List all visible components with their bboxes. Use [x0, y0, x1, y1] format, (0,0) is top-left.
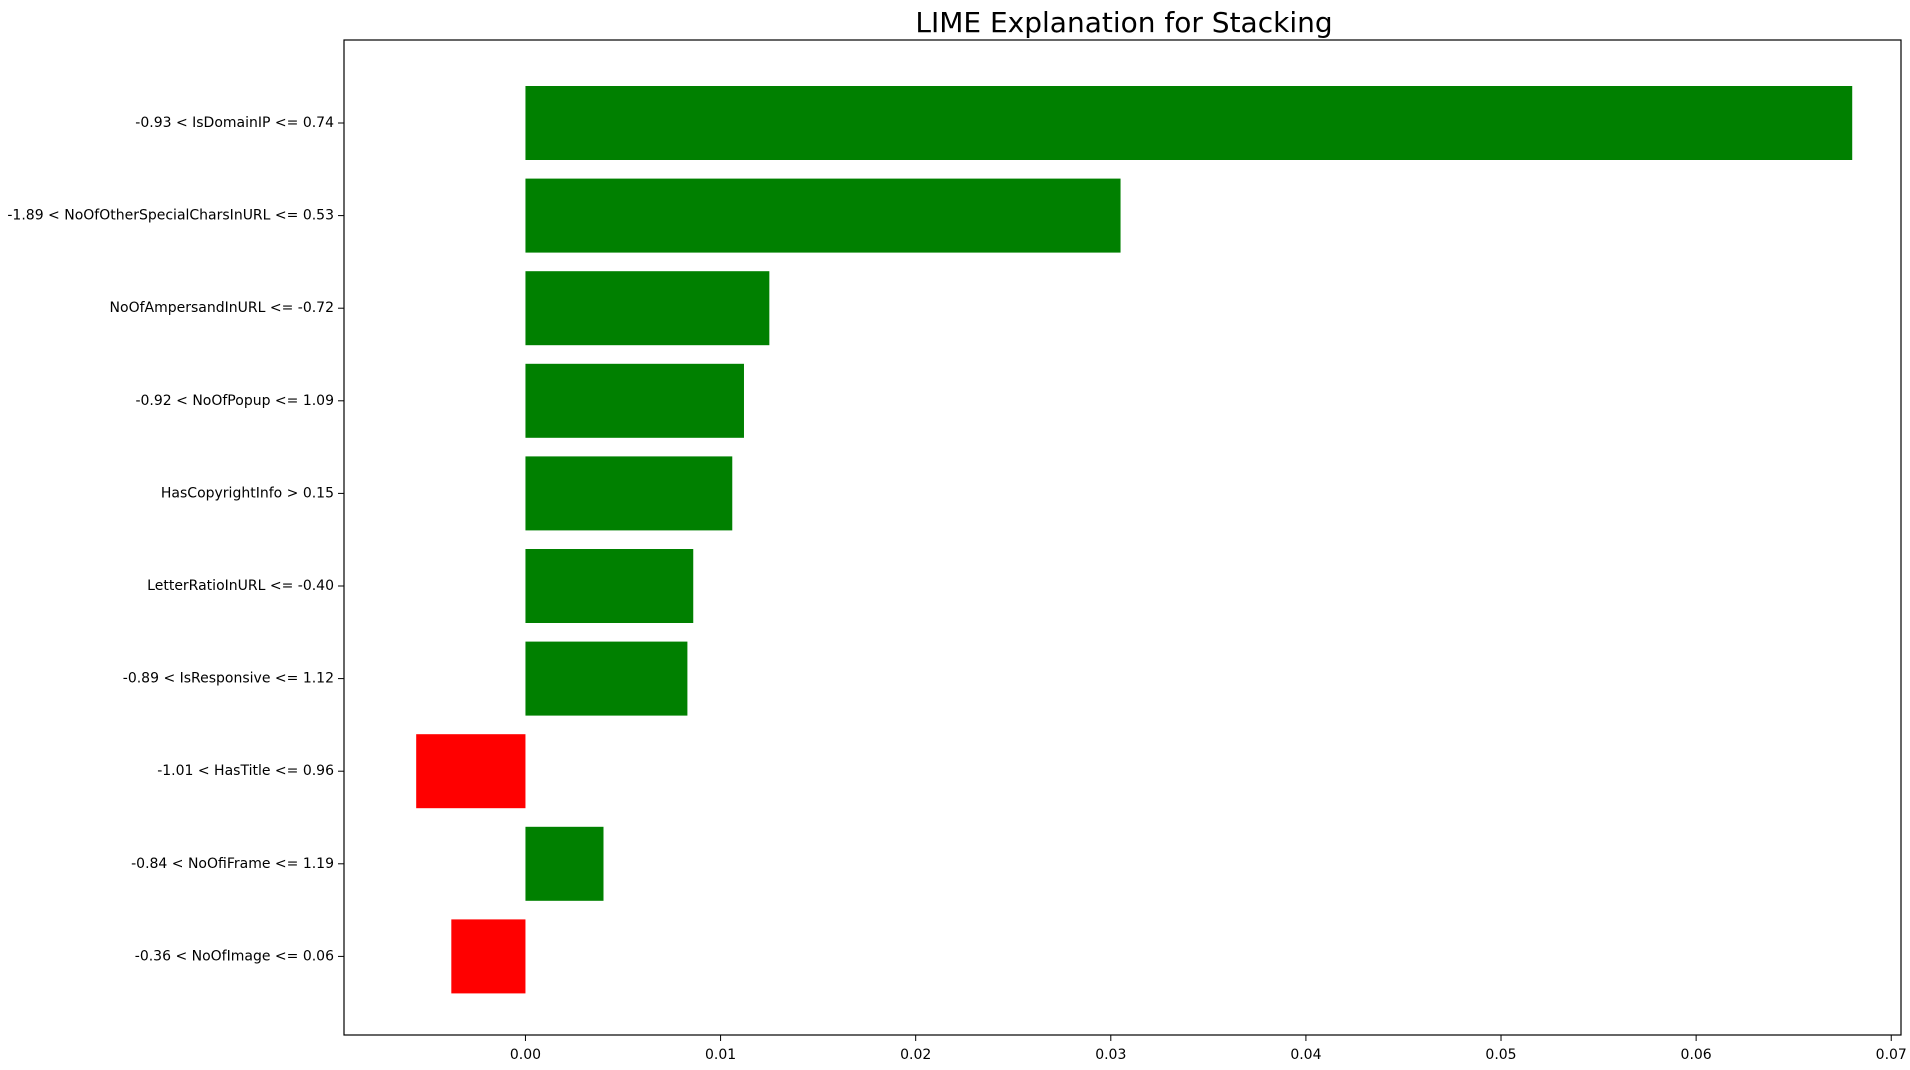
x-tick-label-3: 0.03 — [1095, 1047, 1126, 1063]
x-tick-label-2: 0.02 — [900, 1047, 931, 1063]
y-tick-label-9: -0.36 < NoOfImage <= 0.06 — [135, 948, 334, 964]
y-tick-label-6: -0.89 < IsResponsive <= 1.12 — [123, 671, 334, 687]
x-tick-label-5: 0.05 — [1485, 1047, 1516, 1063]
bar-5 — [525, 549, 694, 623]
y-tick-label-3: -0.92 < NoOfPopup <= 1.09 — [135, 393, 334, 409]
y-tick-label-7: -1.01 < HasTitle <= 0.96 — [157, 763, 334, 779]
x-tick-label-6: 0.06 — [1681, 1047, 1712, 1063]
x-tick-label-4: 0.04 — [1290, 1047, 1321, 1063]
bar-1 — [525, 178, 1121, 253]
plot-frame — [343, 39, 1902, 1036]
y-tick-label-0: -0.93 < IsDomainIP <= 0.74 — [135, 115, 334, 131]
x-tick-label-0: 0.00 — [510, 1047, 541, 1063]
bar-7 — [416, 734, 526, 809]
bar-9 — [451, 919, 526, 994]
y-tick-label-8: -0.84 < NoOfiFrame <= 1.19 — [131, 856, 334, 872]
x-tick-label-7: 0.07 — [1876, 1047, 1907, 1063]
bar-0 — [525, 86, 1853, 160]
bar-8 — [525, 826, 604, 901]
y-tick-label-4: HasCopyrightInfo > 0.15 — [161, 485, 334, 501]
y-tick-label-1: -1.89 < NoOfOtherSpecialCharsInURL <= 0.… — [7, 208, 334, 224]
bar-2 — [525, 271, 770, 346]
x-axis: 0.00 0.01 0.02 0.03 0.04 0.05 0.06 0.07 — [510, 1035, 1907, 1063]
y-tick-label-5: LetterRatioInURL <= -0.40 — [147, 578, 334, 594]
bar-6 — [525, 641, 688, 716]
y-tick-label-2: NoOfAmpersandInURL <= -0.72 — [110, 300, 334, 316]
bar-4 — [525, 456, 733, 531]
chart-title: LIME Explanation for Stacking — [915, 6, 1332, 39]
bars-group — [416, 86, 1853, 994]
y-axis: -0.93 < IsDomainIP <= 0.74 -1.89 < NoOfOt… — [7, 115, 344, 964]
x-tick-label-1: 0.01 — [705, 1047, 736, 1063]
bar-3 — [525, 363, 744, 438]
